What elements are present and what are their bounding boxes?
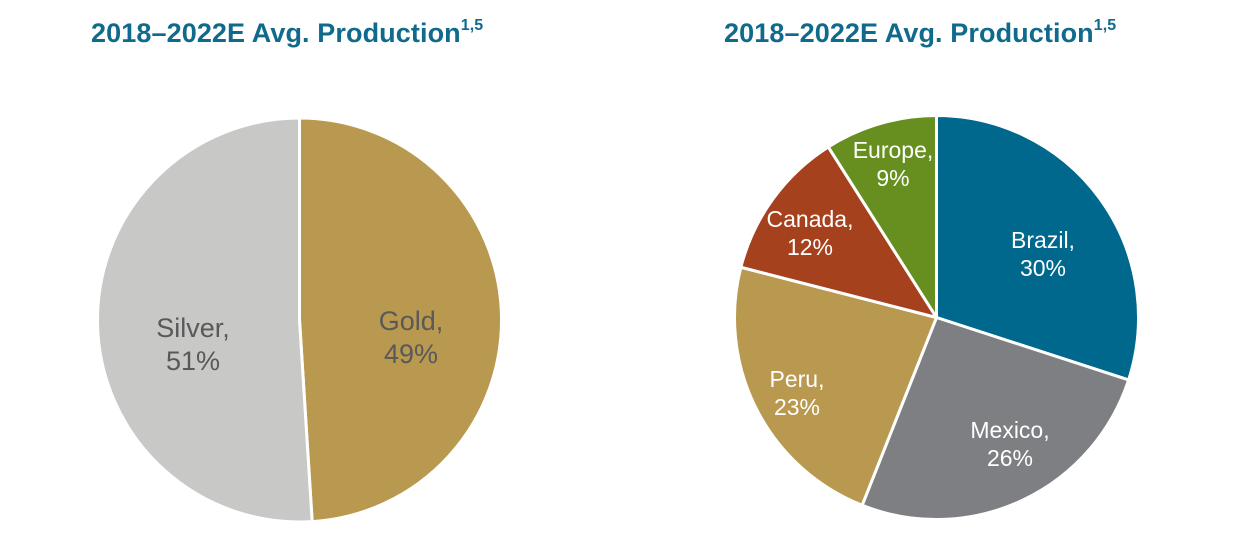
data-label-value: 23% [774, 394, 820, 420]
pie-slice-mexico [860, 316, 1131, 521]
data-label-brazil: Brazil, 30% [1011, 227, 1075, 281]
pie-slice-canada [739, 145, 938, 319]
pie-slice-gold [298, 116, 503, 524]
chart-title-footnote: 1,5 [460, 17, 484, 34]
data-label-name: Europe, [853, 137, 934, 163]
pie-chart-country: Brazil, 30% Mexico, 26% Peru, 23% Canada, 12% Eu… [733, 114, 1140, 521]
chart-title-text: 2018–2022E Avg. Production [724, 18, 1094, 48]
data-label-gold: Gold, 49% [379, 306, 444, 369]
data-label-canada: Canada, 12% [767, 206, 854, 260]
data-label-value: 30% [1020, 255, 1066, 281]
data-label-name: Mexico, [970, 417, 1049, 443]
chart-title-text: 2018–2022E Avg. Production [91, 18, 461, 48]
data-label-value: 9% [876, 165, 909, 191]
data-label-name: Brazil, [1011, 227, 1075, 253]
data-label-value: 26% [987, 445, 1033, 471]
pie-slice-europe [826, 114, 938, 319]
data-label-name: Canada, [767, 206, 854, 232]
data-label-name: Peru, [770, 366, 825, 392]
pie-slice-brazil [935, 114, 1140, 382]
data-label-silver: Silver, 51% [156, 313, 230, 376]
data-label-europe: Europe, 9% [853, 137, 934, 191]
pie-slice-silver [95, 116, 314, 524]
chart-title-metal-split: 2018–2022E Avg. Production1,5 [91, 17, 484, 49]
chart-title-footnote: 1,5 [1093, 17, 1117, 34]
data-label-value: 51% [166, 346, 220, 376]
chart-title-country-split: 2018–2022E Avg. Production1,5 [724, 17, 1117, 49]
pie-slice-peru [733, 265, 938, 507]
data-label-mexico: Mexico, 26% [970, 417, 1049, 471]
data-label-peru: Peru, 23% [770, 366, 825, 420]
data-label-value: 49% [384, 339, 438, 369]
data-label-value: 12% [787, 234, 833, 260]
data-label-name: Gold, [379, 306, 444, 336]
pie-chart-metal: Gold, 49% Silver, 51% [95, 116, 503, 524]
data-label-name: Silver, [156, 313, 230, 343]
